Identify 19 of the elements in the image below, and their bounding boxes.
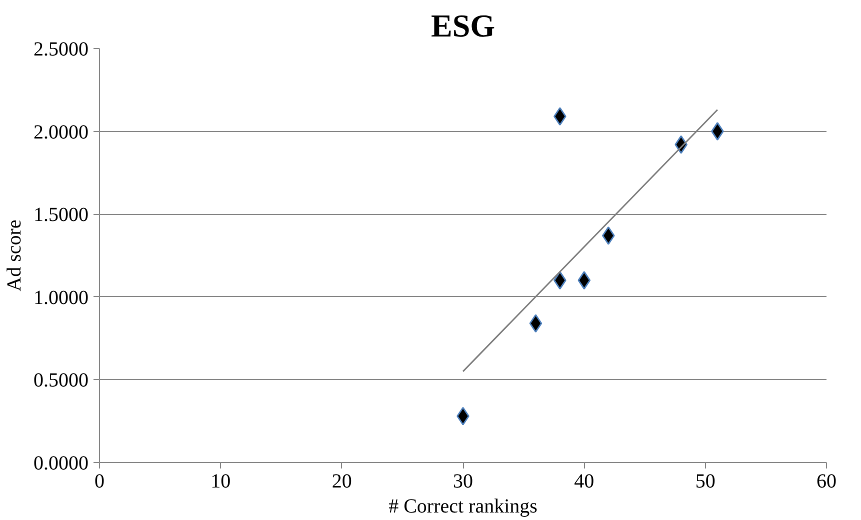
chart-title: ESG (430, 8, 496, 44)
point (578, 271, 591, 290)
x-axis-title: # Correct rankings (388, 496, 538, 518)
y-axis-title: Ad score (4, 220, 26, 292)
y-tick-label: 0.5000 (34, 370, 88, 392)
point (529, 314, 542, 333)
x-tick-label: 20 (332, 470, 352, 492)
y-tick-label: 2.0000 (34, 121, 88, 144)
point (602, 226, 615, 245)
x-tick-label: 50 (695, 470, 716, 492)
y-tick-label: 1.0000 (34, 286, 88, 309)
x-tick-label: 40 (574, 470, 594, 492)
x-tick-label: 60 (816, 470, 836, 492)
x-tick-label: 0 (94, 470, 104, 492)
y-tick-label: 0.0000 (34, 452, 88, 474)
x-tick-label: 10 (210, 470, 231, 492)
x-tick-label: 30 (453, 470, 473, 492)
y-tick-label: 1.5000 (34, 204, 88, 226)
y-tick-label: 2.5000 (34, 38, 88, 60)
